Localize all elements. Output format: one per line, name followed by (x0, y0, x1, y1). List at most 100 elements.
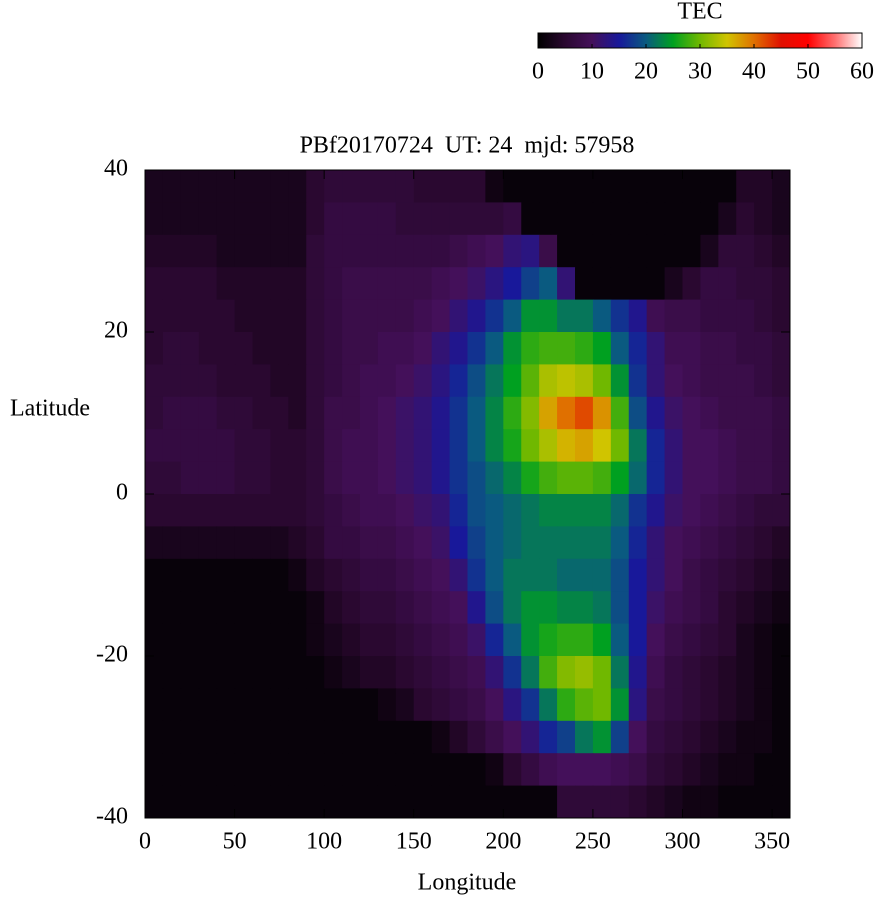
heat-cell (216, 785, 236, 819)
heat-cell (413, 461, 433, 495)
heat-cell (234, 623, 253, 657)
heat-cell (467, 591, 486, 625)
heat-cell (664, 267, 683, 301)
heat-cell (700, 461, 719, 495)
heat-cell (682, 591, 701, 625)
heat-cell (360, 396, 379, 430)
heat-cell (342, 267, 361, 301)
heat-cell (754, 234, 773, 268)
heat-cell (288, 558, 307, 592)
heat-cell (198, 461, 218, 495)
heat-cell (377, 688, 397, 722)
heat-cell (772, 234, 791, 268)
heat-cell (395, 558, 415, 592)
heat-cell (718, 591, 737, 625)
heat-cell (216, 267, 236, 301)
heat-cell (198, 688, 218, 722)
heat-cell (485, 170, 504, 203)
heat-cell (772, 364, 791, 398)
heat-cell (252, 591, 271, 625)
heat-cell (395, 170, 415, 203)
heat-cell (360, 332, 379, 365)
heat-cell (575, 234, 594, 268)
heat-cell (592, 429, 612, 463)
heat-cell (592, 364, 612, 398)
heat-cell (503, 591, 522, 625)
heat-cell (718, 234, 737, 268)
heat-cell (592, 170, 612, 203)
heat-cell (521, 785, 540, 819)
heat-cell (539, 656, 558, 689)
heat-cell (252, 234, 271, 268)
heat-cell (342, 656, 361, 689)
heat-cell (180, 170, 200, 203)
heat-cell (700, 299, 719, 333)
heat-cell (449, 202, 468, 236)
heat-cell (628, 396, 648, 430)
heat-cell (360, 656, 379, 689)
heat-cell (485, 234, 504, 268)
heat-cell (754, 688, 773, 722)
heat-cell (610, 332, 630, 365)
heat-cell (664, 332, 683, 365)
heat-cell (485, 494, 504, 527)
heat-cell (180, 202, 200, 236)
heat-cell (413, 364, 433, 398)
heat-cell (592, 267, 612, 301)
heat-cell (592, 396, 612, 430)
heat-cell (557, 332, 576, 365)
heat-cell (521, 558, 540, 592)
x-tick-label: 350 (754, 829, 790, 855)
colorbar-tick-label: 50 (796, 59, 820, 85)
heat-cell (754, 396, 773, 430)
heat-cell (485, 656, 504, 689)
heat-cell (395, 623, 415, 657)
heat-cell (252, 656, 271, 689)
heat-cell (485, 785, 504, 819)
heat-cell (754, 170, 773, 203)
heat-cell (306, 688, 325, 722)
heat-cell (162, 656, 182, 689)
heat-cell (575, 396, 594, 430)
heat-cell (395, 688, 415, 722)
heat-cell (718, 170, 737, 203)
heat-cell (718, 396, 737, 430)
y-tick-label: -40 (96, 804, 128, 830)
heat-cell (503, 785, 522, 819)
heat-cell (234, 332, 253, 365)
heat-cell (521, 396, 540, 430)
heat-cell (413, 591, 433, 625)
heat-cell (270, 720, 289, 754)
heat-cell (467, 202, 486, 236)
heat-cell (395, 364, 415, 398)
heat-cell (485, 396, 504, 430)
heat-cell (395, 526, 415, 560)
heat-cell (377, 461, 397, 495)
heat-cell (395, 656, 415, 689)
heat-cell (324, 526, 343, 560)
heat-cell (377, 526, 397, 560)
heat-cell (503, 429, 522, 463)
heat-cell (754, 429, 773, 463)
heat-cell (467, 785, 486, 819)
heat-cell (431, 753, 451, 787)
heat-cell (180, 364, 200, 398)
heat-cell (449, 656, 468, 689)
heat-cell (324, 429, 343, 463)
heat-cell (539, 688, 558, 722)
heat-cell (592, 623, 612, 657)
y-tick-label: 0 (116, 480, 128, 506)
x-tick-label: 200 (485, 829, 521, 855)
heat-cell (539, 753, 558, 787)
heat-cell (592, 461, 612, 495)
heat-cell (449, 720, 468, 754)
heat-cell (485, 623, 504, 657)
colorbar-tick-label: 20 (634, 59, 658, 85)
heat-cell (700, 202, 719, 236)
heat-cell (557, 267, 576, 301)
heat-cell (449, 494, 468, 527)
heat-cell (592, 720, 612, 754)
heat-cell (521, 364, 540, 398)
heat-cell (431, 494, 451, 527)
heat-cell (342, 623, 361, 657)
